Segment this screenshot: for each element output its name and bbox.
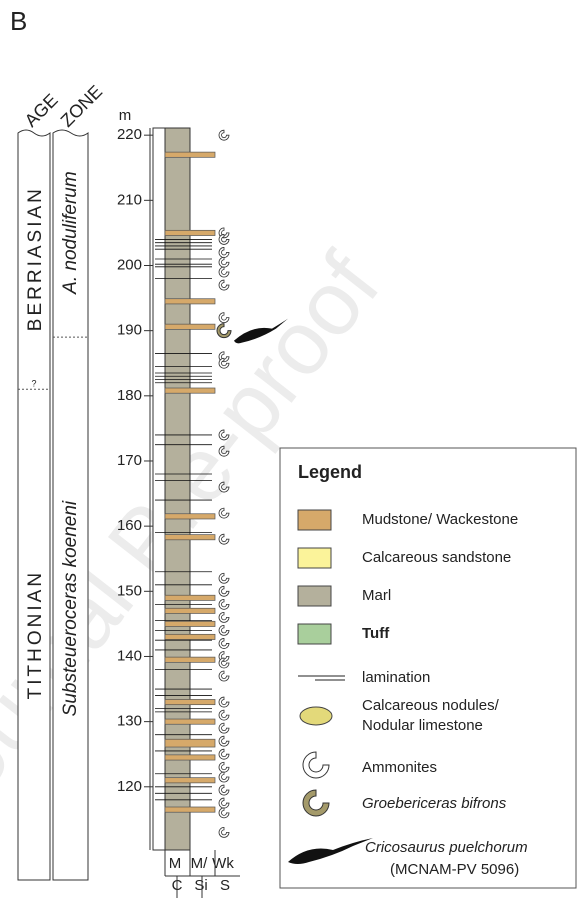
ammonite [219,573,229,583]
lithology-label: M [169,855,182,872]
legend-title: Legend [298,462,362,482]
ammonite [219,762,229,772]
legend-swatch [298,624,331,644]
y-tick-label: 190 [117,322,142,339]
mudstone-bed [165,324,215,329]
legend-nodule [300,707,332,725]
y-tick-label: 140 [117,647,142,664]
mudstone-bed [165,535,215,540]
zone-header: ZONE [57,81,107,131]
axis-unit: m [119,107,132,124]
figure: Journal Pre-proof B AGE ZONE Legend Muds… [0,0,581,898]
ammonite [219,313,229,323]
legend-label: Cricosaurus puelchorum [365,839,528,856]
y-tick-label: 120 [117,778,142,795]
ammonite [219,785,229,795]
y-tick-label: 160 [117,517,142,534]
legend-label: Mudstone/ Wackestone [362,511,518,528]
mudstone-bed [165,699,215,704]
legend-label: (MCNAM-PV 5096) [390,861,519,878]
mudstone-bed [165,739,215,747]
legend-label: lamination [362,669,430,686]
ammonite [219,638,229,648]
panel-label: B [10,6,27,36]
y-tick-label: 220 [117,126,142,143]
mudstone-bed [165,299,215,304]
ammonite [219,808,229,818]
mudstone-bed [165,514,215,519]
lithology-label: M/ [191,855,208,872]
ammonite [219,710,229,720]
mudstone-bed [165,634,215,639]
ammonite [219,247,229,257]
zone-name: A. noduliferum [60,171,81,295]
mudstone-bed [165,755,215,760]
legend-label: Nodular limestone [362,717,483,734]
mudstone-bed [165,657,215,662]
ammonite [219,625,229,635]
ammonite [219,723,229,733]
y-tick-label: 210 [117,191,142,208]
mudstone-bed [165,778,215,783]
ammonite [219,534,229,544]
legend-swatch [298,510,331,530]
legend-swatch [298,586,331,606]
y-tick-label: 130 [117,713,142,730]
age-boundary-label: ? [31,378,36,388]
ammonite [219,671,229,681]
y-tick-label: 170 [117,452,142,469]
ammonite [219,772,229,782]
age-name: TITHONIAN [25,570,46,699]
age-header: AGE [21,90,62,131]
ammonite [219,257,229,267]
mudstone-bed [165,230,215,235]
groebericeras [217,324,231,338]
ammonite [219,749,229,759]
ammonite [219,267,229,277]
mudstone-bed [165,152,215,157]
ammonite [219,697,229,707]
mudstone-bed [165,608,215,613]
ammonite [219,599,229,609]
legend-label: Groebericeras bifrons [362,795,507,812]
legend-label: Marl [362,587,391,604]
ammonite [219,736,229,746]
thin-column [153,128,165,850]
mudstone-bed [165,388,215,393]
ammonite [219,827,229,837]
mudstone-bed [165,719,215,724]
ammonite [219,130,229,140]
ammonite [219,798,229,808]
legend-label: Calcareous nodules/ [362,697,500,714]
y-tick-label: 150 [117,582,142,599]
legend: Legend Mudstone/ Wackestone Calcareous s… [280,448,576,888]
zone-name: Substeueroceras koeneni [60,500,81,716]
ammonite [219,280,229,290]
mudstone-bed [165,807,215,812]
legend-label: Ammonites [362,759,437,776]
ammonite [219,586,229,596]
y-tick-label: 200 [117,256,142,273]
lithology-label: S [220,877,230,894]
mudstone-bed [165,595,215,600]
mudstone-bed [165,621,215,626]
legend-swatch [298,548,331,568]
lithology-label: Si [194,877,207,894]
age-name: BERRIASIAN [25,186,46,331]
y-tick-label: 180 [117,387,142,404]
legend-label: Calcareous sandstone [362,549,511,566]
ammonite [219,612,229,622]
legend-label: Tuff [362,625,390,642]
